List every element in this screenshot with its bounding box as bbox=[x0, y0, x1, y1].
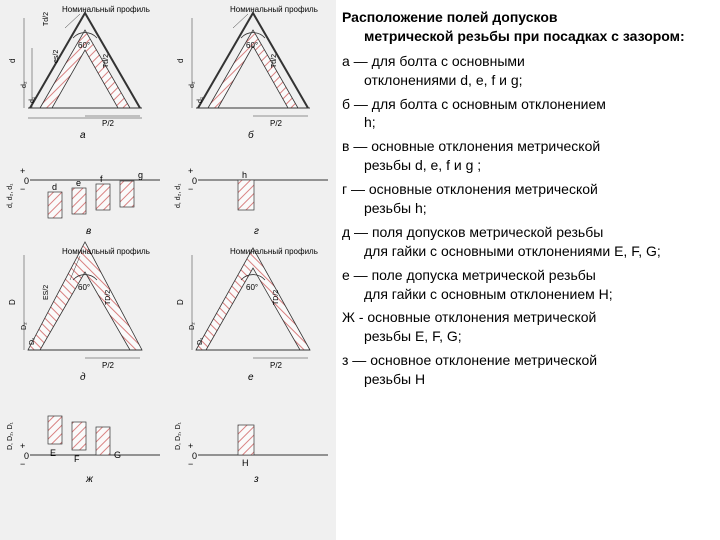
thread-tolerance-diagram: 60° Номинальный профиль P/2 d d₂ d₁ Td/2… bbox=[0, 0, 336, 540]
svg-text:г: г bbox=[254, 226, 259, 237]
svg-text:Номинальный профиль: Номинальный профиль bbox=[62, 247, 150, 256]
svg-text:d₁: d₁ bbox=[197, 96, 204, 103]
svg-text:+: + bbox=[20, 166, 25, 176]
item-v: в — основные отклонения метрической резь… bbox=[342, 137, 710, 175]
svg-text:D, D₂, D₁: D, D₂, D₁ bbox=[175, 421, 182, 450]
item-d: д — поля допусков метрической резьбы для… bbox=[342, 223, 710, 261]
svg-text:ES/2: ES/2 bbox=[43, 285, 50, 300]
svg-text:Номинальный профиль: Номинальный профиль bbox=[62, 5, 150, 14]
item-g: г — основные отклонения метрической резь… bbox=[342, 180, 710, 218]
svg-text:TD/2: TD/2 bbox=[273, 290, 280, 305]
svg-text:d₂: d₂ bbox=[21, 81, 28, 88]
svg-text:0: 0 bbox=[24, 451, 29, 461]
svg-text:D: D bbox=[8, 299, 17, 305]
svg-text:в: в bbox=[86, 226, 91, 237]
svg-text:D₂: D₂ bbox=[21, 322, 28, 330]
svg-text:TD/2: TD/2 bbox=[105, 290, 112, 305]
svg-text:ж: ж bbox=[85, 474, 94, 485]
svg-text:D₁: D₁ bbox=[197, 337, 204, 345]
svg-text:60°: 60° bbox=[246, 283, 258, 292]
svg-text:0: 0 bbox=[24, 176, 29, 186]
item-e: е — поле допуска метрической резьбы для … bbox=[342, 266, 710, 304]
svg-text:d₂: d₂ bbox=[189, 81, 196, 88]
svg-text:e: e bbox=[76, 178, 81, 188]
heading-line1: Расположение полей допусков bbox=[342, 9, 557, 25]
svg-text:d₁: d₁ bbox=[29, 96, 36, 103]
svg-text:+: + bbox=[188, 166, 193, 176]
heading-line2: метрической резьбы при посадках с зазоро… bbox=[342, 27, 710, 46]
svg-text:а: а bbox=[80, 130, 86, 141]
svg-text:60°: 60° bbox=[246, 41, 258, 50]
svg-text:60°: 60° bbox=[78, 41, 90, 50]
svg-text:P/2: P/2 bbox=[270, 361, 283, 370]
svg-text:е: е bbox=[248, 372, 254, 383]
svg-text:H: H bbox=[242, 458, 249, 468]
svg-text:h: h bbox=[242, 170, 247, 180]
heading: Расположение полей допусков метрической … bbox=[342, 8, 710, 46]
svg-text:P/2: P/2 bbox=[270, 119, 283, 128]
svg-text:Номинальный профиль: Номинальный профиль bbox=[230, 5, 318, 14]
item-zh: Ж - основные отклонения метрической резь… bbox=[342, 308, 710, 346]
svg-text:P/2: P/2 bbox=[102, 361, 115, 370]
svg-text:D, D₂, D₁: D, D₂, D₁ bbox=[7, 421, 14, 450]
svg-text:Td/2: Td/2 bbox=[103, 54, 110, 68]
svg-text:d: d bbox=[52, 182, 57, 192]
svg-text:D₂: D₂ bbox=[189, 322, 196, 330]
svg-text:Номинальный профиль: Номинальный профиль bbox=[230, 247, 318, 256]
svg-text:Td/2: Td/2 bbox=[271, 54, 278, 68]
diagram-panel: 60° Номинальный профиль P/2 d d₂ d₁ Td/2… bbox=[0, 0, 336, 540]
text-panel: Расположение полей допусков метрической … bbox=[336, 0, 720, 540]
svg-text:б: б bbox=[248, 129, 254, 141]
item-z: з — основное отклонение метрической резь… bbox=[342, 351, 710, 389]
svg-text:Td/2: Td/2 bbox=[43, 12, 50, 26]
svg-text:60°: 60° bbox=[78, 283, 90, 292]
svg-text:D: D bbox=[176, 299, 185, 305]
svg-text:+: + bbox=[20, 441, 25, 451]
item-b: б — для болта с основным отклонением h; bbox=[342, 95, 710, 133]
item-a: а — для болта с основными отклонениями d… bbox=[342, 52, 710, 90]
svg-text:g: g bbox=[138, 170, 143, 180]
svg-text:P/2: P/2 bbox=[102, 119, 115, 128]
svg-text:d, d₂, d₁: d, d₂, d₁ bbox=[175, 183, 182, 208]
svg-text:d: d bbox=[8, 59, 17, 63]
svg-text:0: 0 bbox=[192, 176, 197, 186]
svg-text:з: з bbox=[253, 474, 259, 485]
svg-text:d: d bbox=[176, 59, 185, 63]
svg-text:D₁: D₁ bbox=[29, 337, 36, 345]
svg-text:G: G bbox=[114, 450, 121, 460]
svg-text:F: F bbox=[74, 454, 80, 464]
svg-text:д: д bbox=[80, 372, 86, 383]
svg-text:+: + bbox=[188, 441, 193, 451]
svg-text:0: 0 bbox=[192, 451, 197, 461]
svg-text:es/2: es/2 bbox=[53, 50, 60, 63]
svg-text:E: E bbox=[50, 448, 56, 458]
svg-text:d, d₂, d₁: d, d₂, d₁ bbox=[7, 183, 14, 208]
